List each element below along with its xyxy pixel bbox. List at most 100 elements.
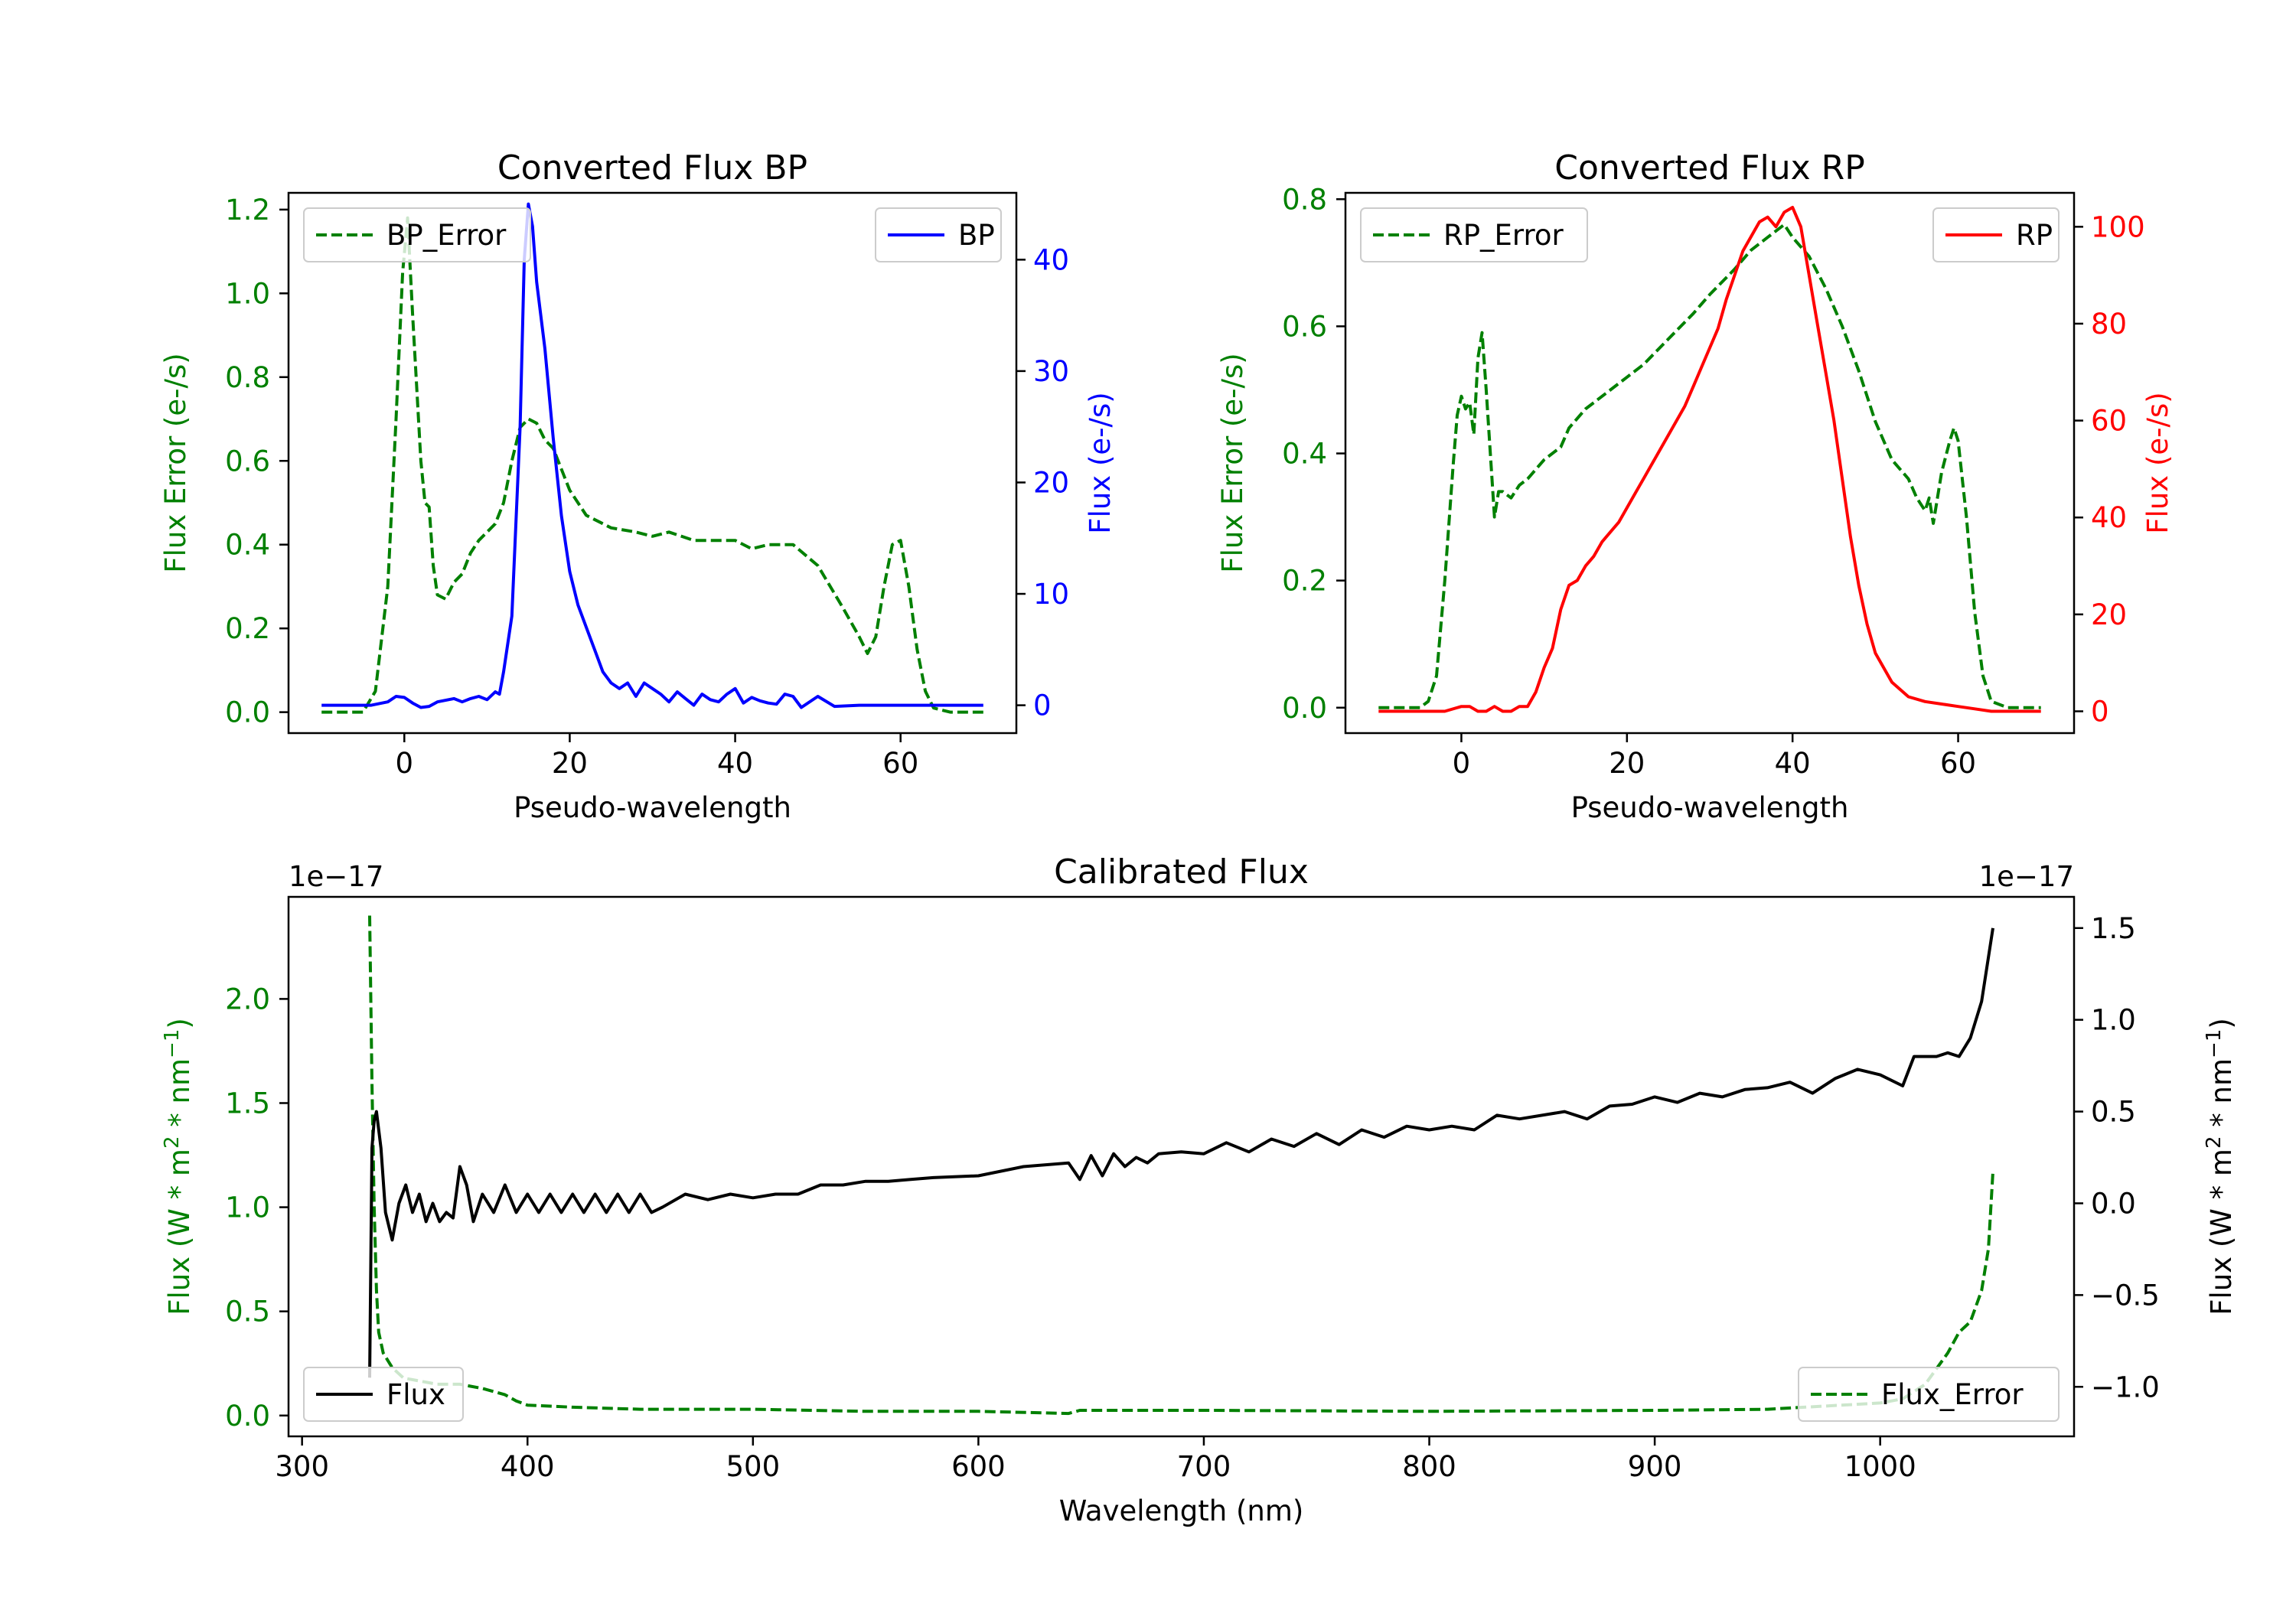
y-right-axis-label: Flux (e-/s) <box>2141 392 2174 533</box>
axes-frame <box>1344 191 2076 735</box>
x-tick-label: 0 <box>1453 747 1471 780</box>
legend-rp: RP <box>1932 207 2060 262</box>
legend-box <box>303 1367 464 1422</box>
chart-title: Converted Flux RP <box>1554 148 1865 187</box>
series-line-flux-error <box>368 915 1994 1416</box>
y-left-tick-label: 0.6 <box>225 445 270 478</box>
legend-label: Flux <box>386 1378 445 1411</box>
series-line-flux <box>368 927 1994 1378</box>
legend-label: BP_Error <box>386 219 507 252</box>
y-label-part: 2 <box>2203 1136 2226 1149</box>
y-right-tick-label: 10 <box>1033 578 1069 611</box>
y-right-tick-label: 0 <box>1033 689 1052 722</box>
series-group <box>1378 206 2041 713</box>
y-right-tick-label: 20 <box>2091 598 2127 631</box>
series-group <box>368 915 1994 1416</box>
y-label-part: * nm <box>163 1058 196 1136</box>
x-tick-label: 60 <box>1940 747 1976 780</box>
x-tick-label: 700 <box>1177 1450 1231 1483</box>
legend-label: BP <box>958 219 995 252</box>
series-line-bp-error <box>321 216 983 714</box>
legend-flux-error: Flux_Error <box>1798 1367 2060 1422</box>
y-left-tick-label: 1.0 <box>225 277 270 310</box>
y-left-tick-label: 0.6 <box>1282 310 1327 343</box>
x-tick-label: 500 <box>726 1450 781 1483</box>
y-right-tick-label: 20 <box>1033 466 1069 499</box>
x-tick-label: 0 <box>396 747 414 780</box>
y-right-offset-label: 1e−17 <box>1979 860 2074 893</box>
series-group <box>321 202 983 714</box>
y-left-axis-label: Flux (W * m2 * nm−1) <box>161 1018 196 1315</box>
y-left-tick-label: 0.0 <box>225 1400 270 1433</box>
y-label-part: ) <box>2205 1018 2238 1028</box>
x-tick-label: 60 <box>882 747 918 780</box>
x-axis-label: Wavelength (nm) <box>1059 1495 1304 1527</box>
y-right-tick-label: 0.5 <box>2091 1096 2136 1129</box>
y-left-tick-label: 1.0 <box>225 1191 270 1224</box>
legend-box <box>1798 1367 2060 1422</box>
y-label-part: ) <box>163 1018 196 1028</box>
x-tick-label: 20 <box>1609 747 1645 780</box>
x-tick-label: 600 <box>951 1450 1006 1483</box>
x-tick-label: 300 <box>275 1450 329 1483</box>
y-right-axis-label: Flux (W * m2 * nm−1) <box>2203 1018 2238 1315</box>
y-right-tick-label: 100 <box>2091 210 2145 243</box>
x-tick-label: 1000 <box>1844 1450 1916 1483</box>
y-left-tick-label: 0.5 <box>225 1296 270 1328</box>
x-axis-label: Pseudo-wavelength <box>1571 791 1849 824</box>
y-left-axis-label: Flux Error (e-/s) <box>159 353 192 572</box>
x-tick-label: 20 <box>552 747 588 780</box>
x-tick-label: 900 <box>1628 1450 1682 1483</box>
legend-box <box>1360 207 1588 262</box>
x-axis-label: Pseudo-wavelength <box>514 791 791 824</box>
legend-label: Flux_Error <box>1881 1378 2024 1411</box>
y-left-tick-label: 0.4 <box>225 529 270 562</box>
y-left-tick-label: 0.4 <box>1282 438 1327 471</box>
x-tick-label: 40 <box>1775 747 1811 780</box>
y-left-tick-label: 0.2 <box>1282 565 1327 598</box>
legend-bp: BP <box>875 207 1002 262</box>
axes-frame <box>287 191 1018 735</box>
legend-rp-error: RP_Error <box>1360 207 1588 262</box>
y-label-part: * nm <box>2205 1058 2238 1136</box>
x-tick-label: 40 <box>717 747 753 780</box>
y-right-tick-label: 1.0 <box>2091 1004 2136 1037</box>
y-left-tick-label: 0.0 <box>225 696 270 729</box>
y-left-tick-label: 1.5 <box>225 1087 270 1120</box>
y-label-part: 2 <box>161 1136 184 1149</box>
legend-flux: Flux <box>303 1367 464 1422</box>
y-right-tick-label: 40 <box>2091 501 2127 534</box>
y-right-tick-label: −0.5 <box>2091 1279 2160 1312</box>
y-left-tick-label: 1.2 <box>225 194 270 227</box>
series-line-rp-error <box>1378 223 2041 709</box>
y-left-tick-label: 0.2 <box>225 612 270 645</box>
y-label-part: Flux (W * m <box>163 1149 196 1315</box>
y-right-tick-label: 40 <box>1033 243 1069 276</box>
series-line-bp <box>321 202 983 709</box>
y-right-tick-label: 30 <box>1033 355 1069 388</box>
y-left-tick-label: 2.0 <box>225 983 270 1015</box>
y-right-tick-label: −1.0 <box>2091 1371 2160 1403</box>
chart-title: Converted Flux BP <box>497 148 807 187</box>
y-label-part: −1 <box>161 1029 184 1058</box>
y-left-tick-label: 0.0 <box>1282 692 1327 725</box>
y-right-tick-label: 0 <box>2091 696 2109 729</box>
y-right-tick-label: 0.0 <box>2091 1187 2136 1220</box>
axes-frame <box>287 895 2076 1438</box>
legend-box <box>303 207 531 262</box>
y-right-tick-label: 60 <box>2091 405 2127 438</box>
chart-panel-2: 0 20 40 60 0.0 0.2 0.4 0.6 0.8 0 20 40 60 80 100 Conver… <box>1216 148 2174 824</box>
y-left-tick-label: 0.8 <box>1282 183 1327 216</box>
series-line-rp <box>1378 206 2041 713</box>
y-left-offset-label: 1e−17 <box>289 860 383 893</box>
y-right-tick-label: 80 <box>2091 308 2127 341</box>
legend-bp-error: BP_Error <box>303 207 531 262</box>
chart-title: Calibrated Flux <box>1054 852 1309 892</box>
legend-label: RP <box>2016 219 2053 252</box>
y-left-axis-label: Flux Error (e-/s) <box>1216 353 1249 572</box>
legend-label: RP_Error <box>1443 219 1564 252</box>
y-right-axis-label: Flux (e-/s) <box>1084 392 1117 533</box>
y-label-part: −1 <box>2203 1029 2226 1058</box>
y-left-tick-label: 0.8 <box>225 361 270 394</box>
